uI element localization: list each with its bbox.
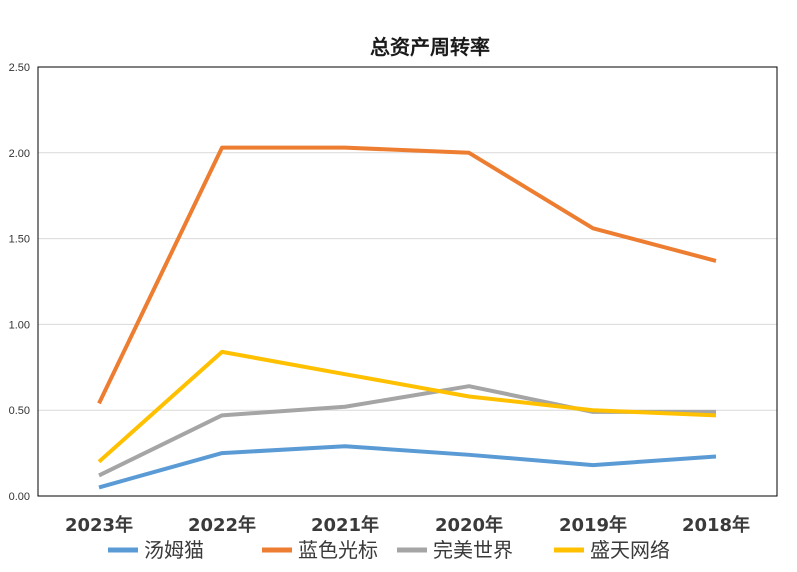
legend-label: 蓝色光标 — [298, 538, 378, 562]
chart-title: 总资产周转率 — [370, 35, 490, 59]
x-tick-label: 2019年 — [559, 514, 627, 536]
legend-label: 盛天网络 — [590, 538, 670, 562]
y-tick-label: 2.00 — [9, 148, 30, 160]
x-tick-label: 2022年 — [188, 514, 256, 536]
y-axis-ticks: 0.00 0.50 1.00 1.50 2.00 2.50 — [9, 62, 30, 503]
x-tick-label: 2021年 — [311, 514, 379, 536]
legend: 汤姆猫 蓝色光标 完美世界 盛天网络 — [108, 538, 670, 562]
x-tick-label: 2018年 — [682, 514, 750, 536]
series-line-2 — [97, 145, 717, 405]
y-tick-label: 1.50 — [9, 234, 30, 246]
legend-label: 汤姆猫 — [144, 538, 204, 562]
x-axis-ticks: 2023年 2022年 2021年 2020年 2019年 2018年 — [65, 514, 750, 536]
y-tick-label: 1.00 — [9, 319, 30, 331]
y-tick-label: 2.50 — [9, 62, 30, 74]
y-tick-label: 0.50 — [9, 405, 30, 417]
series-line-4 — [97, 349, 717, 464]
series-lines — [97, 145, 717, 490]
y-tick-label: 0.00 — [9, 491, 30, 503]
plot-area-frame — [37, 66, 778, 497]
x-tick-label: 2020年 — [435, 514, 503, 536]
legend-label: 完美世界 — [433, 538, 513, 562]
series-line-1 — [98, 444, 717, 490]
x-tick-label: 2023年 — [65, 514, 133, 536]
